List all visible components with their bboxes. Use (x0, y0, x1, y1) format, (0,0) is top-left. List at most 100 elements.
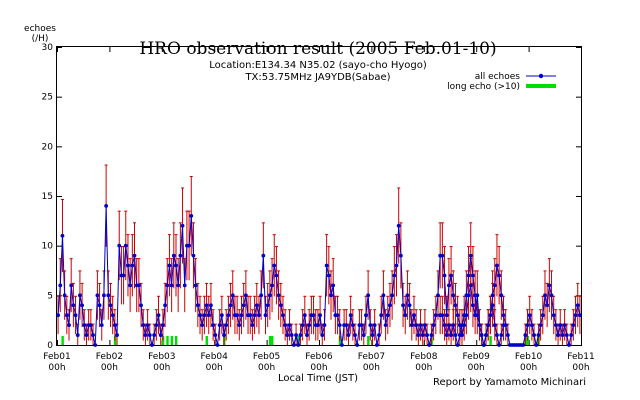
data-point (64, 313, 69, 318)
data-point (444, 333, 449, 337)
data-point (237, 323, 242, 328)
data-point (451, 293, 456, 298)
data-point (551, 313, 556, 318)
data-point (569, 333, 574, 337)
data-point (353, 333, 357, 337)
data-point (248, 313, 253, 318)
data-point (239, 313, 244, 318)
data-point (388, 303, 392, 308)
data-point (318, 313, 322, 318)
data-point (414, 323, 419, 328)
data-point (150, 343, 154, 347)
data-point (425, 333, 429, 337)
data-point (296, 343, 301, 347)
data-point (182, 283, 187, 288)
data-point (228, 303, 233, 308)
data-point (497, 273, 502, 278)
data-point (298, 333, 303, 337)
data-point (453, 333, 458, 337)
y-tick-label: 30 (42, 43, 54, 53)
data-point (108, 303, 113, 308)
x-tick-label-day: Feb04 (201, 352, 229, 362)
data-point (521, 343, 526, 347)
data-point (562, 323, 567, 328)
data-point (471, 303, 475, 308)
data-point (235, 313, 240, 318)
data-point (62, 293, 67, 298)
legend-marker-all-echoes (538, 73, 544, 79)
data-point (198, 313, 202, 318)
x-axis-label: Local Time (JST) (278, 373, 358, 384)
data-point (281, 313, 285, 318)
data-point (466, 273, 471, 278)
data-point (265, 303, 270, 308)
data-point (250, 323, 255, 328)
data-point (187, 243, 191, 248)
data-point (274, 273, 279, 278)
x-tick-label-hour: 00h (520, 363, 537, 373)
long-echo-bar (205, 336, 208, 345)
data-point (80, 303, 85, 308)
data-point (499, 333, 504, 337)
data-point (283, 323, 288, 328)
data-point (473, 293, 478, 298)
legend-label-long-echo: long echo (>10) (447, 82, 520, 92)
x-tick-label-hour: 00h (468, 363, 485, 373)
data-point (422, 323, 427, 328)
data-point (209, 303, 213, 308)
y-tick-label: 0 (47, 341, 53, 351)
data-point (449, 333, 453, 337)
data-point (93, 343, 98, 347)
data-point (287, 323, 292, 328)
data-point (447, 323, 451, 328)
long-echo-bar (166, 336, 169, 345)
data-point (545, 303, 550, 308)
legend-label-all-echoes: all echoes (475, 72, 521, 82)
data-point (503, 323, 508, 328)
data-point (320, 333, 325, 337)
x-tick-label-hour: 00h (258, 363, 275, 373)
data-point (475, 313, 480, 318)
chart-subtitle-tx: TX:53.75MHz JA9YDB(Sabae) (244, 72, 390, 83)
data-point (136, 283, 141, 288)
x-tick-label-hour: 00h (153, 363, 170, 373)
data-point (160, 323, 165, 328)
data-point (403, 313, 408, 318)
plot-frame (56, 46, 582, 346)
data-point (567, 343, 571, 347)
data-point (270, 283, 274, 288)
data-point (457, 333, 462, 337)
data-point (468, 283, 473, 288)
data-point (350, 323, 355, 328)
data-point (152, 333, 157, 337)
data-point (477, 323, 482, 328)
data-point (497, 343, 502, 347)
data-point (272, 263, 277, 268)
data-point (392, 273, 397, 278)
data-point (202, 313, 207, 318)
data-point (427, 343, 432, 347)
data-point (442, 273, 447, 278)
data-point (215, 343, 220, 347)
data-point (409, 323, 414, 328)
data-point (484, 333, 488, 337)
x-tick-label-day: Feb02 (96, 352, 123, 362)
data-point (211, 323, 216, 328)
data-point (78, 293, 82, 298)
data-point (377, 333, 381, 337)
data-point (222, 333, 226, 337)
y-tick-label: 20 (42, 142, 54, 152)
data-point (252, 313, 257, 318)
data-point (145, 323, 150, 328)
data-point (420, 333, 425, 337)
data-point (128, 283, 133, 288)
data-point (348, 313, 353, 318)
data-point (56, 313, 60, 318)
data-point (193, 283, 198, 288)
data-point (368, 323, 373, 328)
data-point (104, 204, 109, 208)
data-point (58, 283, 63, 288)
data-point (241, 303, 246, 308)
data-point (204, 303, 209, 308)
data-point (560, 333, 565, 337)
